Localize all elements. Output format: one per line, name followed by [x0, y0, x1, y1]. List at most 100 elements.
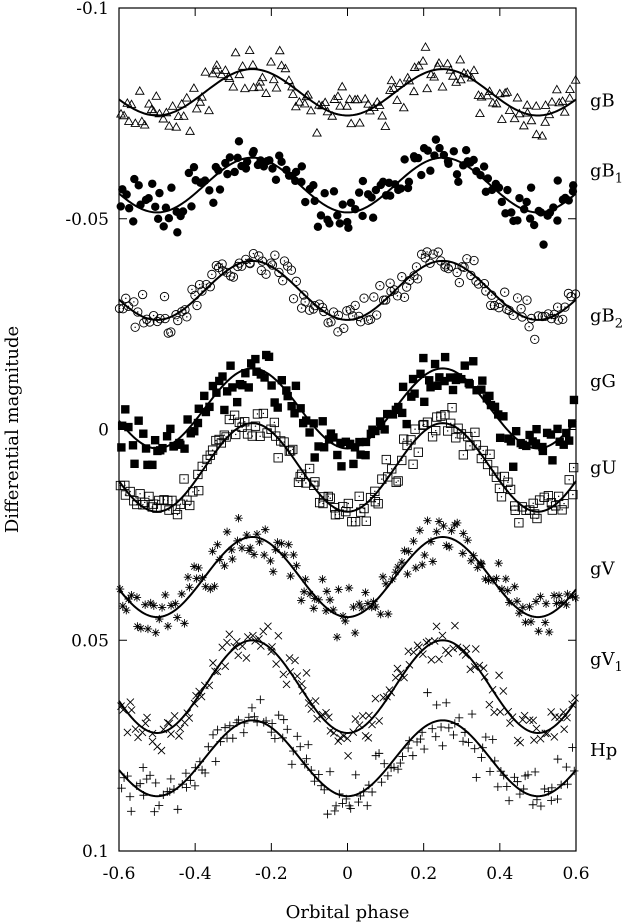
data-point — [344, 751, 352, 760]
data-point — [420, 42, 431, 51]
data-point — [131, 725, 140, 734]
data-point — [309, 604, 318, 613]
data-point — [560, 725, 569, 734]
data-point — [251, 354, 260, 364]
data-point — [167, 101, 178, 110]
series-label-subscript: 1 — [615, 660, 623, 675]
data-point — [183, 415, 192, 424]
data-point — [551, 84, 562, 94]
data-point — [438, 631, 447, 640]
data-point — [299, 587, 309, 596]
data-point — [310, 777, 319, 786]
data-point — [408, 751, 418, 760]
data-point — [180, 619, 189, 628]
data-point — [148, 179, 157, 188]
data-point — [354, 797, 363, 807]
data-point — [472, 773, 481, 782]
data-point — [149, 601, 159, 610]
data-point — [304, 699, 313, 707]
data-point — [130, 118, 141, 127]
data-point — [130, 174, 139, 184]
data-point — [506, 719, 514, 728]
x-tick-label: 0.6 — [562, 864, 589, 884]
data-point — [127, 590, 136, 600]
data-point — [427, 655, 436, 664]
data-point — [422, 417, 433, 427]
data-point — [510, 505, 520, 515]
data-point — [442, 58, 453, 68]
data-point — [367, 787, 377, 797]
data-point — [297, 596, 306, 605]
data-point — [377, 110, 388, 120]
data-point — [437, 81, 448, 91]
series-gB2: gB2 — [114, 247, 623, 344]
data-point — [117, 783, 126, 793]
data-point — [376, 609, 385, 619]
data-point — [290, 409, 299, 418]
data-point — [242, 654, 251, 662]
data-point — [394, 78, 405, 87]
data-point — [136, 116, 147, 126]
data-point — [536, 801, 546, 811]
data-point — [361, 588, 370, 597]
data-point — [371, 602, 380, 612]
data-point — [188, 83, 199, 92]
data-point — [455, 74, 466, 84]
data-point — [466, 556, 476, 566]
data-point — [335, 219, 345, 228]
data-point — [408, 374, 418, 384]
data-point — [252, 367, 261, 376]
data-point — [171, 599, 180, 608]
data-point — [454, 177, 463, 186]
data-point — [252, 529, 262, 539]
data-point — [404, 177, 414, 187]
data-point — [148, 460, 157, 470]
data-point — [228, 81, 239, 91]
data-point — [325, 493, 335, 503]
data-point — [329, 94, 340, 103]
data-point — [247, 59, 258, 69]
data-point — [436, 722, 446, 732]
data-point — [349, 459, 358, 469]
fit-curve-gB — [118, 68, 577, 117]
data-point — [268, 567, 278, 576]
data-point — [211, 435, 221, 446]
data-point — [546, 430, 556, 439]
data-point — [124, 422, 133, 432]
data-point — [470, 427, 480, 437]
data-point — [426, 537, 436, 546]
data-point — [452, 170, 462, 179]
data-point — [169, 441, 179, 451]
data-point — [268, 642, 276, 651]
data-point — [532, 424, 541, 434]
data-point — [554, 591, 564, 600]
data-point — [287, 760, 297, 769]
data-point — [526, 183, 536, 192]
data-point — [159, 222, 168, 231]
data-point — [516, 304, 526, 314]
data-point — [548, 456, 557, 465]
data-point — [325, 767, 335, 776]
data-point — [189, 162, 199, 172]
data-point — [496, 707, 505, 716]
data-point — [452, 267, 462, 278]
data-point — [180, 444, 189, 453]
data-point — [123, 116, 134, 125]
data-point — [143, 624, 153, 634]
data-point — [500, 87, 511, 97]
data-point — [418, 55, 429, 65]
data-point — [230, 47, 241, 57]
data-point — [510, 773, 519, 782]
data-point — [221, 662, 230, 671]
data-point — [413, 60, 424, 70]
y-tick-label: -0.1 — [76, 0, 109, 19]
data-point — [287, 81, 298, 91]
series-gV1: gV1 — [117, 621, 623, 760]
data-point — [462, 254, 472, 264]
data-point — [485, 767, 495, 776]
data-point — [444, 723, 454, 733]
data-point — [537, 311, 547, 322]
data-point — [424, 376, 434, 385]
data-point — [201, 582, 210, 591]
data-point — [244, 45, 255, 55]
